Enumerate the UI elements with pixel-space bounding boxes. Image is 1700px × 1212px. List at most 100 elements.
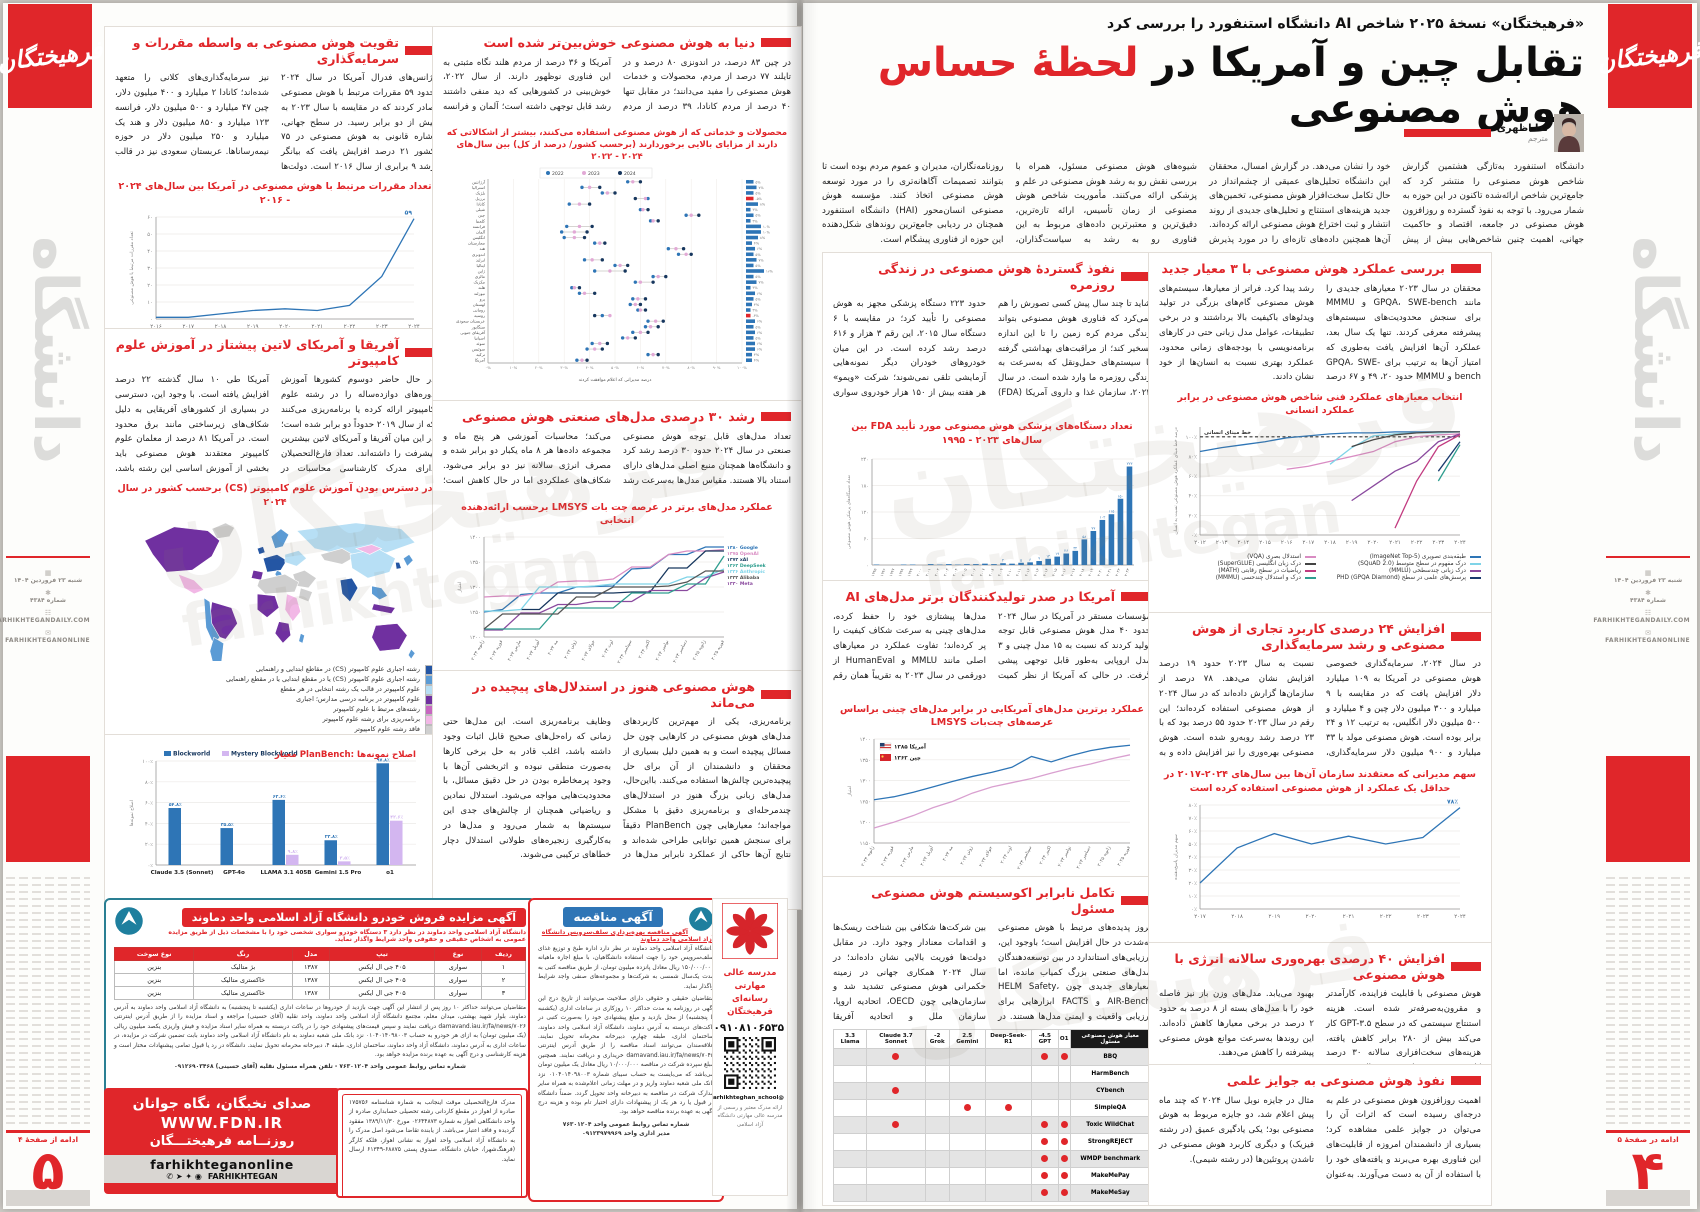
svg-text:۸%: ۸% xyxy=(760,202,766,206)
section-vertical-title: دانشگاه xyxy=(20,236,90,464)
ad-phone: شماره تماس روابط عمومی واحد ۷۶۳۰۱۲۰۴ - ت… xyxy=(174,1063,466,1070)
svg-text:هلند: هلند xyxy=(478,285,485,290)
svg-text:۵%: ۵% xyxy=(756,336,762,340)
legend-item: رشته اجباری علوم کامپیوتر (CS) یا در مقط… xyxy=(115,674,435,685)
svg-text:۳۲: ۳۲ xyxy=(1073,546,1077,550)
ad-fdn: صدای نخبگان، نگاه جوانان WWW.FDN.IR روزن… xyxy=(104,1088,340,1194)
svg-text:2024: 2024 xyxy=(624,171,636,177)
svg-text:۸%: ۸% xyxy=(760,236,766,240)
svg-text:۱۰۲: ۱۰۲ xyxy=(1099,515,1105,519)
svg-text:۱۵۰: ۱۵۰ xyxy=(1118,494,1124,498)
author-name: ندا اظهری xyxy=(1496,123,1548,134)
svg-text:۵%: ۵% xyxy=(756,191,762,195)
left-margin: فرهیختگان دانشگاه ▦ شنبه ۲۳ فروردین ۱۴۰۴ ✱… xyxy=(0,0,104,1212)
section-body: مؤسسات مستقر در آمریکا در سال ۲۰۲۴ حدود … xyxy=(833,611,1151,681)
svg-text:۱۰: ۱۰ xyxy=(147,300,153,306)
svg-text:۴۰٪: ۴۰٪ xyxy=(1188,855,1197,861)
svg-text:۴۰: ۴۰ xyxy=(147,249,153,255)
section-title: دنیا به هوش مصنوعی خوش‌بین‌تر شده است xyxy=(483,35,755,50)
svg-text:مالزی: مالزی xyxy=(475,274,485,279)
svg-text:۳%: ۳% xyxy=(753,208,759,212)
svg-text:۶%: ۶% xyxy=(757,347,763,351)
svg-text:۵%: ۵% xyxy=(756,213,762,217)
svg-text:۷%: ۷% xyxy=(759,186,765,190)
section-body: در حال حاضر دوسوم کشورها آموزش دوره‌های … xyxy=(115,375,435,474)
legend-item: رشته اجباری علوم کامپیوتر (CS) در مقاطع … xyxy=(115,664,435,675)
svg-text:۲۰%: ۲۰% xyxy=(535,365,543,370)
executives-chart: ۰٪ ۱۰٪ ۲۰٪ ۳۰٪ ۴۰٪ ۵۰٪ ۶۰٪ ۷۰٪ ۸۰٪ ۲۰۱۷ ۲۰۱۸ ۲۰۱۹ ۲۰… xyxy=(1174,798,1466,920)
benchmark-table: معیار هوش مصنوعی مسئول O1 4.5-GPT Deep-Seek… xyxy=(832,1029,1152,1203)
svg-text:۱۰%: ۱۰% xyxy=(510,365,518,370)
margin-icon: ✉ xyxy=(45,629,51,637)
svg-text:امتیاز: امتیاز xyxy=(458,582,463,593)
svg-text:۲۰۱۴: ۲۰۱۴ xyxy=(1042,567,1049,576)
svg-text:۱۹۹۷: ۱۹۹۷ xyxy=(888,567,895,576)
headline-black: تقابل چین و آمریکا در xyxy=(1152,40,1585,86)
margin-icon: ☷ xyxy=(44,609,52,617)
section-title: رشد ۳۰ درصدی مدل‌های صنعتی هوش مصنوعی xyxy=(462,409,755,424)
svg-text:۴%: ۴% xyxy=(754,353,760,357)
svg-text:۶۰: ۶۰ xyxy=(864,536,869,542)
svg-text:۱۳۰۰: ۱۳۰۰ xyxy=(860,779,871,785)
svg-text:جولای ۲۰۲۴: جولای ۲۰۲۴ xyxy=(978,845,994,868)
margin-dots xyxy=(6,874,90,1124)
section-body: بروز پدیده‌های مرتبط با هوش مصنوعی به‌شد… xyxy=(833,923,1151,1022)
svg-text:۱۹۹۶: ۱۹۹۶ xyxy=(879,567,886,576)
svg-text:۴۰٪: ۴۰٪ xyxy=(145,821,153,827)
table-row: ۳ سواری ۴۰۵ جی ال ایکس ۱۳۸۷ خاکستری متالیک بن… xyxy=(113,986,526,1000)
svg-text:۵%: ۵% xyxy=(756,297,762,301)
svg-text:مکزیک: مکزیک xyxy=(473,279,485,284)
ad-lost-document: مدرک فارغ‌التحصیلی موقت اینجانب به شماره… xyxy=(336,1088,528,1198)
svg-text:2023: 2023 xyxy=(588,171,600,177)
svg-text:۱۳۶۲ DeepSeek: ۱۳۶۲ DeepSeek xyxy=(727,563,767,569)
svg-text:۷۷: ۷۷ xyxy=(1091,526,1095,530)
svg-text:۰: ۰ xyxy=(866,563,869,569)
margin-red-block xyxy=(1606,756,1690,862)
auction-table: ردیف نوع تیپ مدل رنگ نوع سوخت ۱ سواری ۴۰۵ جی ال … xyxy=(113,947,526,1000)
svg-text:۶۰٪: ۶۰٪ xyxy=(145,801,153,807)
margin-icon: ✱ xyxy=(1645,589,1651,597)
svg-text:۲۰۰۵: ۲۰۰۵ xyxy=(960,567,967,576)
svg-text:آفریقای جنوبی: آفریقای جنوبی xyxy=(460,330,486,335)
svg-text:۲۰۰۶: ۲۰۰۶ xyxy=(969,567,976,576)
svg-text:۲۰۰۰: ۲۰۰۰ xyxy=(915,567,922,576)
section-title: آمریکا در صدر تولیدکنندگان برتر مدل‌های … xyxy=(845,589,1115,604)
svg-text:لهستان: لهستان xyxy=(473,302,485,307)
school-name: مدرسه عالی مهارتی رسانه‌ای فرهیختگان xyxy=(723,968,777,1017)
svg-text:۴۰%: ۴۰% xyxy=(586,365,594,370)
benchmark-row: CYbench xyxy=(832,1082,1152,1101)
svg-text:اندونزی: اندونزی xyxy=(472,251,485,256)
svg-text:آلمان: آلمان xyxy=(476,229,486,234)
azad-university-logo xyxy=(115,907,143,935)
svg-text:۲۰۰۳: ۲۰۰۳ xyxy=(942,567,949,576)
ad-body: متقاضیان حقیقی و حقوقی دارای صلاحیت می‌ت… xyxy=(538,996,715,1116)
svg-text:۲۰۱۷: ۲۰۱۷ xyxy=(182,324,194,330)
svg-text:۵۹: ۵۹ xyxy=(405,210,413,217)
svg-text:۲۰۱۵: ۲۰۱۵ xyxy=(1051,567,1058,576)
section-responsible-ai: تکامل نابرابر اکوسیستم هوش مصنوعی مسئول … xyxy=(822,876,1162,1206)
legend-item: پرسش‌های علمی در سطح PHD (GPQA Diamond) xyxy=(1324,575,1481,581)
svg-text:امتیاز: امتیاز xyxy=(848,786,853,797)
human-baseline-chart: ۰٪ ۲۰٪ ۴۰٪ ۶۰٪ ۸۰٪ ۱۰۰٪ ۲۰۱۲ ۲۰۱۳ ۲۰۱۴ ۲۰۱۵ ۲۰۱۶ ۲۰… xyxy=(1173,427,1466,546)
svg-text:مارس ۲۰۲۴: مارس ۲۰۲۴ xyxy=(507,639,523,663)
continue-label: ادامه در صفحهٔ ۵ xyxy=(1617,1135,1679,1144)
svg-text:۱۳۸۰ Google: ۱۳۸۰ Google xyxy=(727,545,758,551)
section-marker xyxy=(761,412,791,422)
right-margin: فرهیختگان دانشگاه ▦ شنبه ۲۳ فروردین ۱۴۰۴ ✱… xyxy=(1593,0,1700,1212)
section-marker xyxy=(1451,632,1481,642)
svg-text:سهم مدیران پاسخ‌دهنده: سهم مدیران پاسخ‌دهنده xyxy=(1174,834,1179,880)
svg-text:۲۰۲۰: ۲۰۲۰ xyxy=(1096,567,1103,576)
svg-text:GPT-4o: GPT-4o xyxy=(223,870,245,876)
margin-text: FARHIKHTEGANDAILY.COM xyxy=(0,617,90,624)
svg-text:ترکیه: ترکیه xyxy=(476,352,485,357)
svg-text:۲۰۰۲: ۲۰۰۲ xyxy=(933,567,940,576)
ad-phone: مدیر اداری واحد ۰۹۱۲۳۹۷۹۹۶۹ xyxy=(582,1131,670,1138)
svg-text:بلژیک: بلژیک xyxy=(475,190,485,195)
section-title: هوش مصنوعی هنوز در استدلال‌های پیچیده در… xyxy=(472,679,755,710)
school-handle: @Farhikhteghan_school xyxy=(712,1094,784,1101)
section-body: شاید تا چند سال پیش کسی تصورش را هم نمی‌… xyxy=(833,299,1151,398)
svg-text:۲۰۱۹: ۲۰۱۹ xyxy=(1268,914,1280,920)
